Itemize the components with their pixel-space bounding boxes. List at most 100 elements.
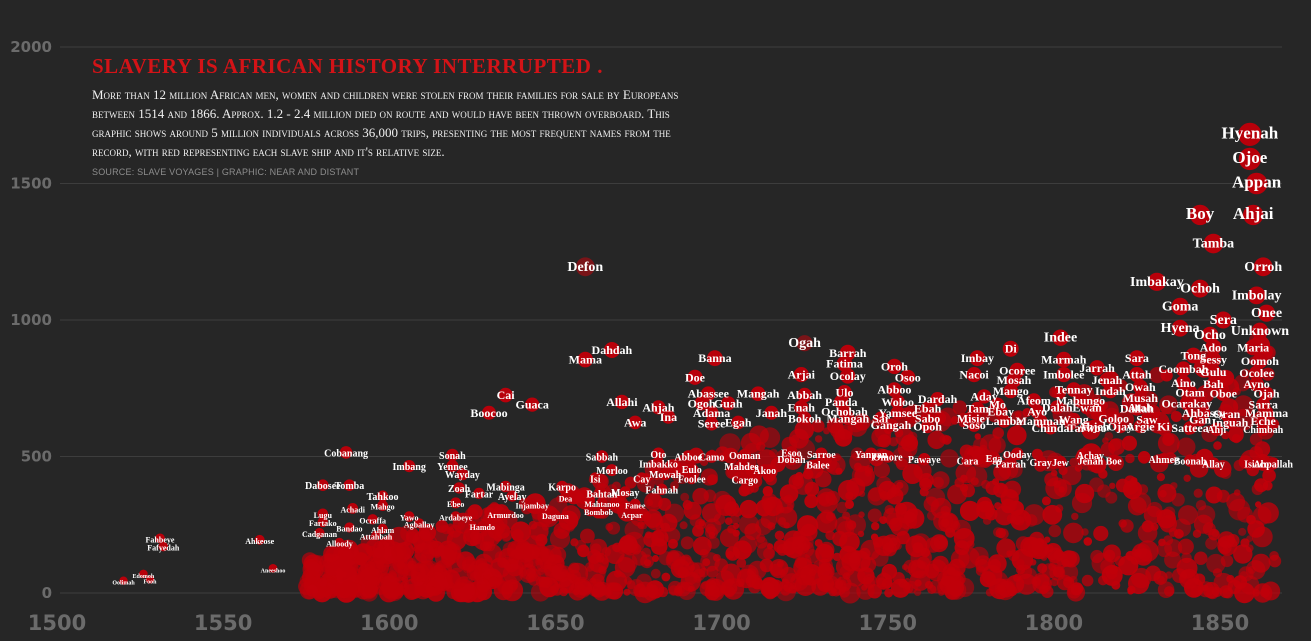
ship-bubble: [640, 554, 654, 569]
point-label: Ahpallah: [1253, 459, 1293, 470]
ship-bubble: [952, 400, 967, 415]
point-bubble: [815, 447, 828, 461]
point-label: Adoo: [1200, 340, 1227, 354]
point-bubble: [1267, 457, 1280, 470]
point-bubble: [794, 400, 809, 415]
ship-bubble: [469, 571, 481, 582]
name-labels: Hyenah Ojoe Appan Boy Ahjai Tamba Orroh Defon Im…: [112, 123, 1293, 586]
point-bubble: [864, 447, 878, 461]
ship-bubble: [818, 564, 831, 577]
point-bubble: [1080, 400, 1095, 415]
point-bubble: [682, 450, 695, 463]
ship-bubble: [692, 487, 709, 505]
point-bubble: [1207, 457, 1220, 470]
point-bubble: [874, 411, 888, 426]
point-bubble: [685, 472, 698, 485]
ship-bubble: [1228, 426, 1244, 443]
point-label: Imbolay: [1232, 288, 1282, 303]
point-label: Tam: [966, 402, 989, 416]
point-bubble: [1189, 204, 1211, 226]
point-bubble: [1259, 386, 1274, 402]
point-label: Dalah: [1042, 400, 1073, 414]
point-label: Sarra: [1249, 398, 1278, 412]
point-bubble: [367, 514, 378, 525]
ship-bubble: [1039, 584, 1049, 595]
point-label: Aino: [1171, 376, 1196, 390]
point-label: Panda: [825, 395, 858, 409]
point-label: Ogoh: [688, 396, 716, 410]
ship-bubble: [661, 572, 671, 582]
point-bubble: [1132, 379, 1148, 395]
ship-bubble: [1104, 431, 1114, 441]
ship-bubble: [859, 490, 866, 497]
ship-bubble: [646, 584, 659, 596]
ship-bubble: [825, 454, 846, 476]
ship-bubble: [1137, 523, 1158, 543]
ship-bubble: [606, 484, 618, 496]
ship-bubble: [530, 582, 551, 602]
ship-bubble: [650, 568, 661, 579]
point-bubble: [707, 350, 723, 367]
ship-bubble: [959, 500, 981, 521]
ship-bubble: [923, 496, 939, 512]
point-label: Cara: [957, 457, 979, 468]
ship-bubble: [1156, 509, 1176, 529]
point-label: Allahi: [606, 395, 638, 409]
ship-bubble: [1201, 392, 1208, 399]
point-label: Egah: [725, 415, 752, 429]
point-bubble: [1056, 367, 1072, 383]
point-label: Barrah: [829, 346, 867, 360]
point-bubble: [377, 523, 388, 534]
ship-bubble: [1131, 567, 1152, 589]
point-label: Jenah: [1092, 373, 1123, 387]
point-label: Pawaye: [908, 455, 941, 466]
ship-bubble: [585, 562, 606, 584]
ship-bubble: [566, 562, 589, 585]
point-label: Mahgo: [371, 503, 395, 512]
ship-bubble: [1105, 491, 1118, 504]
ship-bubble: [1171, 493, 1185, 507]
ship-bubble: [601, 557, 609, 565]
ship-bubble: [879, 516, 888, 525]
point-label: Tahkoo: [367, 492, 399, 503]
ship-bubble: [871, 522, 880, 531]
ship-bubble: [1194, 551, 1208, 565]
point-label: Seree: [698, 417, 726, 431]
ship-bubble: [510, 521, 532, 543]
point-label: Indee: [1044, 331, 1077, 346]
ship-bubble: [1081, 574, 1094, 587]
point-label: Ochoh: [1180, 282, 1220, 297]
point-bubble: [1002, 340, 1019, 357]
point-label: Mahtanoo: [584, 500, 619, 509]
point-label: Parrah: [995, 459, 1026, 470]
ship-bubble: [410, 563, 430, 583]
ship-bubble: [679, 521, 688, 530]
point-bubble: [735, 460, 748, 473]
ship-bubble: [318, 577, 328, 587]
ship-bubble: [913, 588, 922, 596]
ship-bubble: [702, 558, 711, 567]
point-label: Otam: [1175, 385, 1204, 399]
point-label: Misie: [957, 411, 986, 425]
point-bubble: [1223, 415, 1237, 430]
ship-bubble: [1153, 570, 1168, 585]
point-bubble: [1205, 351, 1222, 368]
point-bubble: [1133, 419, 1148, 434]
point-label: Owah: [1125, 380, 1156, 394]
ship-bubble: [1164, 551, 1182, 569]
ship-bubble: [951, 519, 972, 540]
ship-bubbles: [119, 122, 1280, 585]
point-bubble: [836, 355, 853, 372]
x-tick-label: 1750: [858, 611, 916, 635]
ship-bubble: [1159, 489, 1167, 498]
point-label: Sarroe: [807, 450, 836, 461]
point-label: Mowah: [649, 470, 682, 481]
ship-bubble: [682, 500, 693, 510]
point-bubble: [1245, 339, 1262, 356]
point-label: Ahji: [1207, 425, 1226, 436]
point-label: Ogah: [788, 336, 821, 351]
ship-bubble: [763, 547, 775, 560]
point-bubble: [661, 410, 676, 424]
point-bubble: [1084, 448, 1097, 462]
ship-bubble: [1104, 549, 1116, 561]
